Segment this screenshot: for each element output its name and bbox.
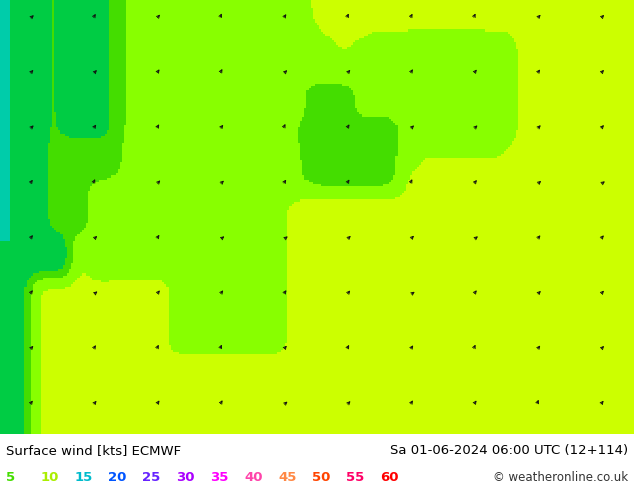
Text: Surface wind [kts] ECMWF: Surface wind [kts] ECMWF (6, 444, 181, 457)
Text: 45: 45 (278, 471, 297, 484)
Text: 20: 20 (108, 471, 127, 484)
Text: 15: 15 (74, 471, 93, 484)
Text: 40: 40 (244, 471, 263, 484)
Text: 60: 60 (380, 471, 399, 484)
Text: 35: 35 (210, 471, 229, 484)
Text: Sa 01-06-2024 06:00 UTC (12+114): Sa 01-06-2024 06:00 UTC (12+114) (389, 444, 628, 457)
Text: 50: 50 (313, 471, 331, 484)
Text: 55: 55 (346, 471, 365, 484)
Text: 25: 25 (143, 471, 160, 484)
Text: 5: 5 (6, 471, 15, 484)
Text: 10: 10 (41, 471, 59, 484)
Text: © weatheronline.co.uk: © weatheronline.co.uk (493, 471, 628, 484)
Text: 30: 30 (176, 471, 195, 484)
